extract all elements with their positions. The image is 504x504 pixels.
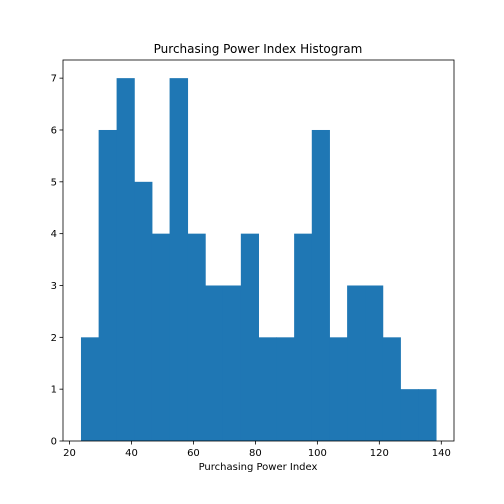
x-tick-label: 100	[308, 448, 327, 459]
y-tick-label: 5	[51, 177, 57, 188]
histogram-bar-13	[294, 233, 313, 441]
histogram-bar-2	[98, 129, 118, 441]
histogram-bar-12	[276, 337, 295, 441]
x-tick-label: 120	[370, 448, 389, 459]
histogram-bar-7	[187, 233, 206, 441]
histogram-bar-8	[205, 285, 224, 441]
x-tick-label: 20	[63, 448, 76, 459]
y-tick-label: 6	[51, 125, 57, 136]
histogram-bar-9	[222, 285, 242, 441]
x-tick-label: 40	[125, 448, 138, 459]
histogram-bar-10	[240, 233, 259, 441]
histogram-bar-6	[169, 78, 189, 442]
histogram-bar-1	[80, 337, 100, 441]
bars-group	[80, 78, 437, 442]
histogram-bar-15	[329, 337, 348, 441]
y-tick-label: 0	[51, 437, 57, 448]
x-tick-label: 140	[432, 448, 451, 459]
x-tick-label: 60	[187, 448, 200, 459]
histogram-bar-14	[311, 129, 330, 441]
y-tick-label: 7	[51, 74, 57, 85]
histogram-bar-11	[258, 337, 277, 441]
x-axis-ticks: 20 40 60 80 100 120 140	[63, 441, 451, 459]
histogram-bar-18	[382, 337, 401, 441]
y-axis-ticks: 0 1 2 3 4 5 6 7	[51, 74, 63, 448]
plot-frame	[62, 59, 455, 442]
chart-title: Purchasing Power Index Histogram	[154, 42, 363, 56]
x-tick-label: 80	[249, 448, 262, 459]
histogram-bar-20	[418, 389, 437, 441]
histogram-bar-3	[116, 78, 135, 442]
y-tick-label: 1	[51, 385, 57, 396]
histogram-bar-5	[151, 233, 171, 441]
y-tick-label: 3	[51, 281, 57, 292]
y-tick-label: 4	[51, 229, 57, 240]
y-tick-label: 2	[51, 333, 57, 344]
x-axis-label: Purchasing Power Index	[199, 462, 318, 473]
histogram-bar-19	[400, 389, 419, 441]
histogram-bar-4	[134, 181, 153, 441]
histogram-bar-16	[347, 285, 366, 441]
histogram-bar-17	[365, 285, 384, 441]
